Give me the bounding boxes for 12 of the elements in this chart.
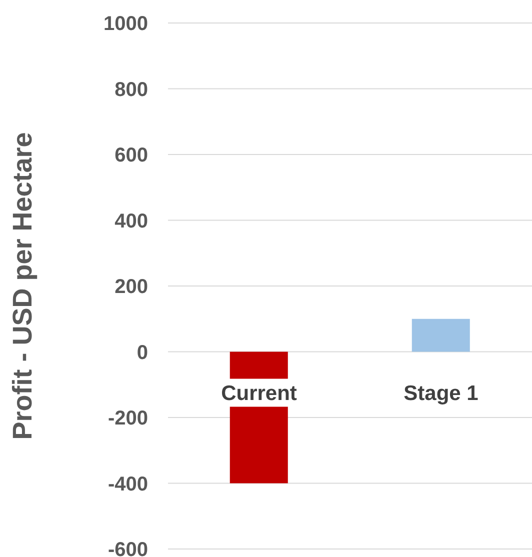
y-tick-label: 0 [136, 342, 148, 364]
x-tick-label: Stage 1 [404, 382, 479, 405]
y-tick-label: 200 [114, 276, 148, 298]
y-tick-label: -600 [108, 539, 148, 557]
y-tick-label: 1000 [104, 13, 148, 36]
y-tick-label: 800 [114, 78, 148, 101]
y-tick-label: -400 [108, 473, 148, 496]
x-tick-label: Current [221, 382, 297, 405]
y-tick-label: -200 [108, 408, 148, 430]
y-tick-label: 400 [114, 210, 148, 232]
y-tick-label: 600 [114, 144, 148, 167]
y-axis-title: Profit - USD per Hectare [8, 132, 38, 440]
